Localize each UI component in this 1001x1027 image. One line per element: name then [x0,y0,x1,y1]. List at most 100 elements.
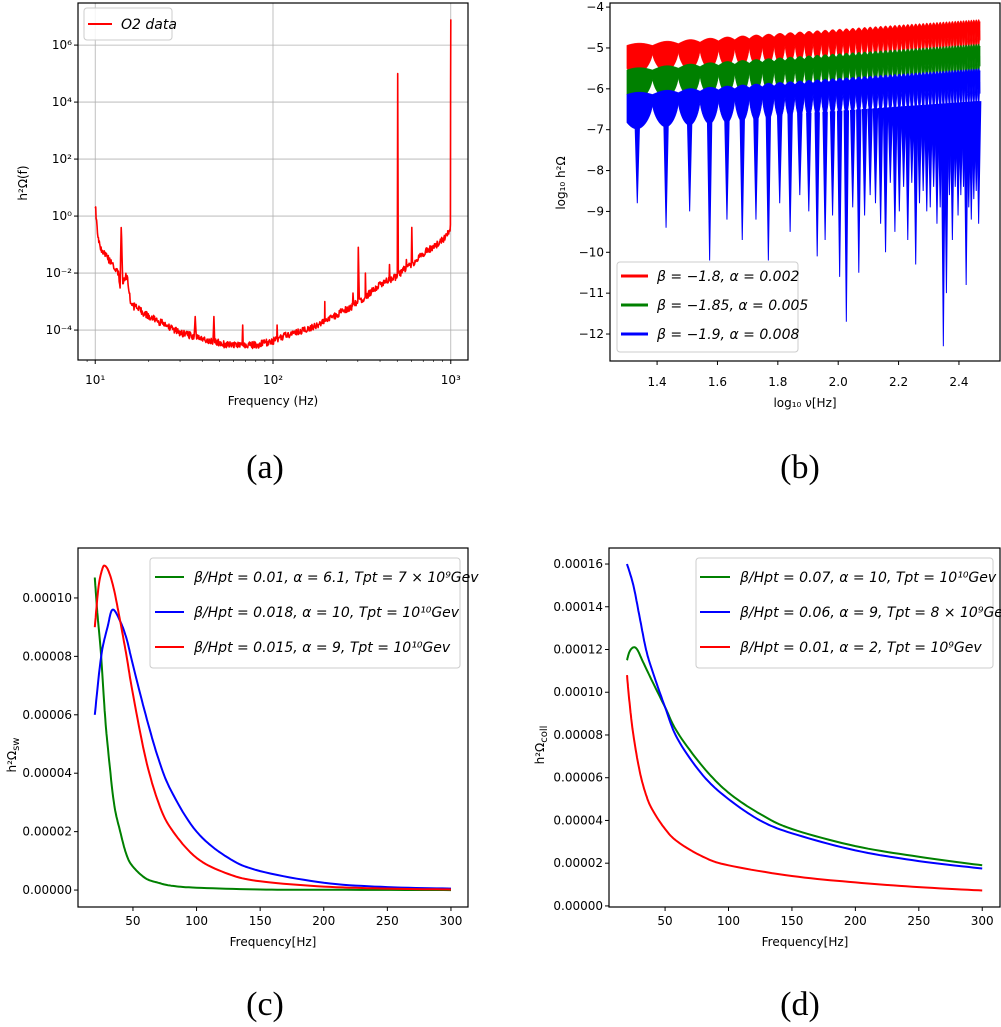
x-axis-label: log₁₀ ν[Hz] [773,396,836,410]
y-tick-label: 10⁴ [52,95,72,109]
series-minimum-spike [867,108,873,196]
series-line [626,563,983,870]
x-tick-label: 10³ [441,373,461,387]
y-tick-label: 0.00010 [553,685,603,699]
series-minimum-spike [739,117,745,241]
series-minimum-spike [836,110,843,277]
series-minimum-spike [686,121,693,212]
series-minimum-spike [877,107,884,224]
x-tick-label: 2.2 [889,375,908,389]
series-minimum-spike [724,118,730,220]
legend-label: O2 data [121,17,177,33]
series-minimum-spike [887,107,894,183]
legend-label: β/Hpt = 0.07, α = 10, Tpt = 10¹⁰Gev [739,570,997,586]
y-tick-label: 0.00000 [22,883,72,897]
y-tick-label: −5 [586,41,604,55]
y-tick-label: 10⁻² [46,266,73,280]
x-tick-label: 150 [249,914,272,928]
y-tick-label: 0.00004 [22,766,72,780]
y-axis-label: h²Ωsw [5,738,22,773]
series-minimum-spike [849,109,856,208]
y-tick-label: −9 [586,204,604,218]
series-minimum-spike [920,104,926,192]
y-tick-label: 0.00006 [553,771,603,785]
legend-label: β = −1.9, α = 0.008 [656,327,799,343]
series-minimum-spike [896,106,903,212]
y-tick-label: −11 [579,286,604,300]
x-tick-label: 10¹ [85,373,105,387]
x-tick-label: 50 [657,914,672,928]
y-tick-label: 0.00004 [553,813,603,827]
legend-label: β/Hpt = 0.01, α = 6.1, Tpt = 7 × 10⁹Gev [193,570,479,586]
x-axis-label: Frequency[Hz] [230,935,317,949]
series-line [626,674,983,892]
x-tick-label: 100 [185,914,208,928]
y-tick-label: −4 [586,0,604,14]
series-minimum-spike [927,104,933,208]
y-axis-label: h²Ωcoll [533,726,550,765]
legend-label: β = −1.85, α = 0.005 [656,298,808,314]
caption-d: (d) [780,986,820,1023]
x-axis-label: Frequency[Hz] [762,935,849,949]
y-tick-label: −8 [586,164,604,178]
plot-area [626,19,982,347]
plot-area [626,563,983,892]
x-tick-label: 2.4 [949,375,968,389]
legend-label: β/Hpt = 0.015, α = 9, Tpt = 10¹⁰Gev [193,640,451,656]
x-tick-label: 1.8 [768,375,787,389]
plot-area [94,19,452,350]
series-minimum-spike [892,106,898,232]
legend: β/Hpt = 0.01, α = 6.1, Tpt = 7 × 10⁹Gev β… [149,557,479,669]
series-minimum-spike [765,115,772,261]
y-tick-label: 10⁰ [52,209,72,223]
series-minimum-spike [943,103,950,294]
panel-d: 50 100 150 200 250 300 0.00000 0.00002 0.00004 0.… [533,547,1001,949]
y-tick-label: 0.00000 [553,899,603,913]
series-minimum-spike [706,119,713,261]
legend-label: β/Hpt = 0.06, α = 9, Tpt = 8 × 10⁹Gev [739,605,1001,621]
series-minimum-spike [975,101,982,224]
series-line [94,19,452,350]
legend-label: β = −1.8, α = 0.002 [656,269,799,285]
series-minimum-spike [634,124,641,204]
legend-box [83,7,173,41]
y-axis-label-sub: sw [11,738,22,751]
legend-label: β/Hpt = 0.01, α = 2, Tpt = 10⁹Gev [739,640,982,656]
y-tick-label: 10² [52,152,72,166]
y-tick-label: 0.00008 [22,649,72,663]
x-tick-label: 150 [780,914,803,928]
series-minimum-spike [787,114,793,232]
y-axis-label-main: h²Ω [5,751,19,773]
series-minimum-spike [806,112,812,212]
series-minimum-spike [829,111,836,216]
series-minimum-spike [776,114,783,204]
axes-frame [77,547,469,908]
legend-box [149,557,461,669]
series-minimum-spike [856,109,862,273]
series-minimum-spike [797,113,803,196]
y-axis-label: log₁₀ h²Ω [554,156,568,209]
y-axis-label-sub: coll [539,726,550,743]
y-tick-label: −6 [586,82,604,96]
x-axis-label: Frequency (Hz) [228,394,319,408]
series-minimum-spike [905,106,911,241]
x-tick-label: 1.4 [648,375,667,389]
series-line [626,646,983,867]
series-minimum-spike [753,116,759,220]
y-tick-label: 0.00016 [553,557,603,571]
series-minimum-spike [814,112,820,257]
panel-b: 1.4 1.6 1.8 2.0 2.2 2.4 −4 −5 −6 −7 −8 −9 −10 −11 −12 l… [554,0,1001,410]
series-minimum-spike [900,106,907,187]
series-line [93,577,452,892]
axes-frame [609,2,1001,362]
y-axis-label: h²Ω(f) [16,165,30,200]
y-tick-label: 0.00002 [553,856,603,870]
caption-c: (c) [246,986,284,1023]
y-tick-label: 0.00002 [22,825,72,839]
x-tick-label: 2.0 [829,375,848,389]
series-line [93,564,452,891]
x-tick-label: 200 [844,914,867,928]
x-tick-label: 200 [312,914,335,928]
legend-box [695,557,994,669]
